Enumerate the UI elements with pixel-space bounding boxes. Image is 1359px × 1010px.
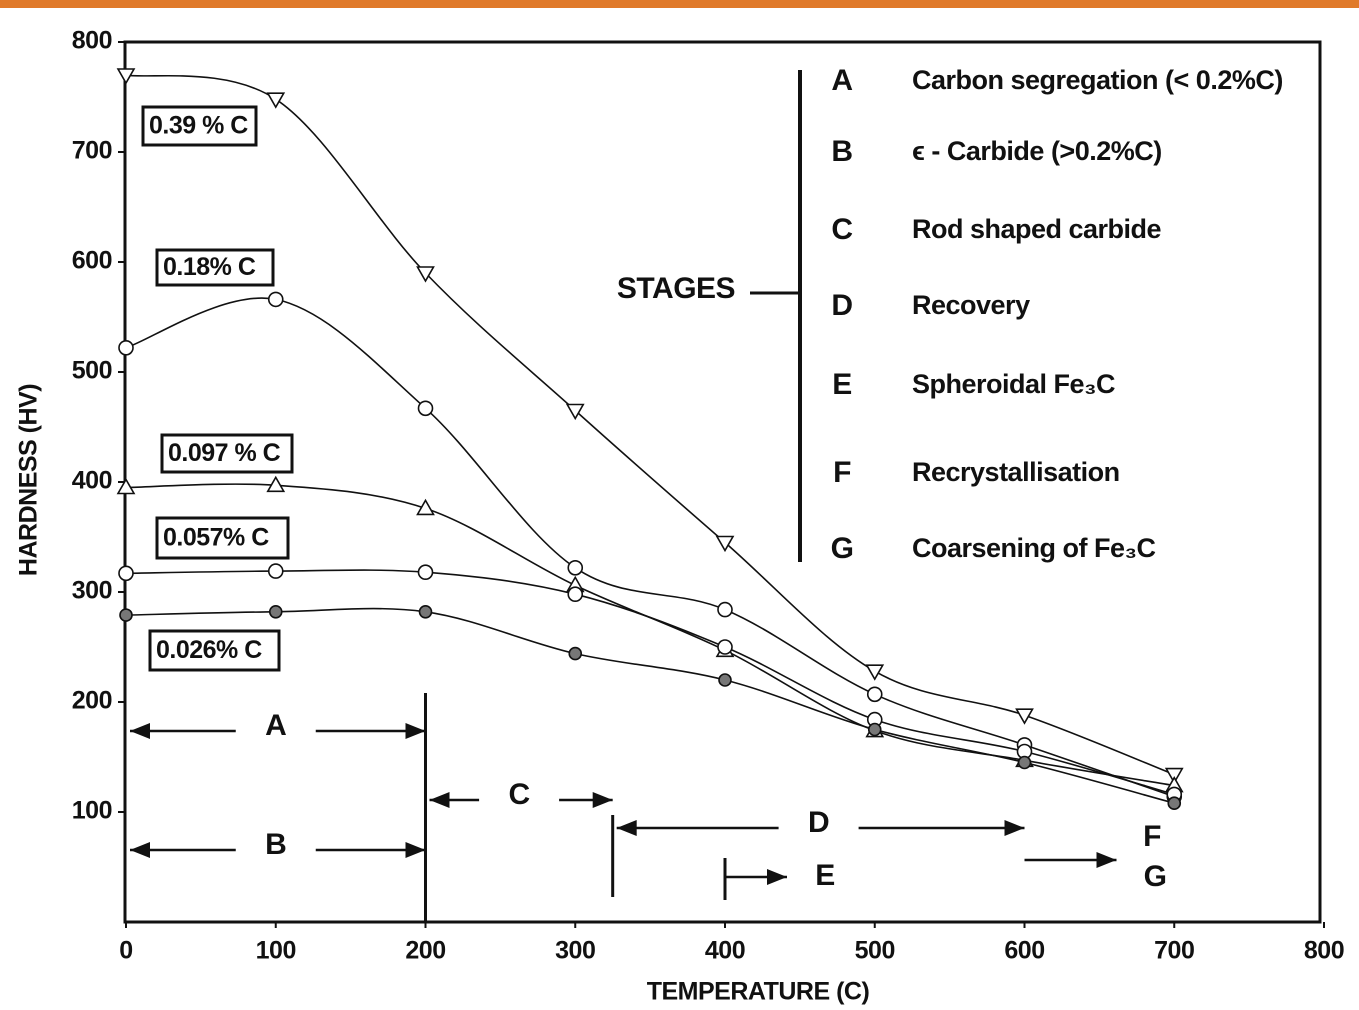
stages-title: STAGES (617, 272, 735, 305)
y-tick-label: 500 (72, 357, 112, 385)
y-tick-label: 300 (72, 577, 112, 605)
top-bar (0, 0, 1359, 8)
y-tick-label: 100 (72, 797, 112, 825)
series-line (125, 607, 1175, 804)
data-point (717, 639, 733, 655)
data-point (418, 604, 433, 619)
stage-description: Carbon segregation (< 0.2%C) (912, 65, 1283, 95)
range-label: A (265, 709, 286, 742)
range-label: C (509, 778, 530, 811)
data-point (717, 601, 733, 618)
range-label: G (1144, 860, 1167, 893)
stage-description: Recrystallisation (912, 457, 1120, 487)
x-tick-label: 0 (119, 937, 132, 965)
stage-description: Rod shaped carbide (912, 214, 1162, 244)
data-point (565, 403, 585, 421)
series-label: 0.39 % C (149, 112, 248, 140)
y-tick-label: 700 (72, 137, 112, 165)
stage-letter: C (831, 213, 852, 246)
data-point (118, 339, 134, 356)
series-label-box (141, 105, 258, 147)
stage-description: Recovery (912, 290, 1030, 320)
data-point (268, 604, 283, 619)
stage-letter: D (831, 289, 852, 322)
range-label: B (265, 828, 286, 861)
stage-letter: B (831, 135, 852, 168)
series-label-box (155, 516, 290, 560)
data-point (867, 722, 882, 737)
series-label-box (160, 433, 294, 474)
x-tick-label: 300 (555, 937, 595, 965)
x-tick-label: 600 (1004, 937, 1044, 965)
data-point (416, 266, 435, 283)
range-label: E (815, 859, 835, 892)
data-point (1015, 708, 1034, 725)
series-label: 0.057% C (163, 524, 269, 552)
series-label-box (148, 629, 281, 672)
stage-description: Spheroidal Fe₃C (912, 369, 1115, 399)
series-label-box (155, 248, 275, 287)
data-point (1017, 755, 1032, 770)
stage-letter: G (831, 532, 854, 565)
series-label: 0.097 % C (168, 439, 281, 467)
data-point (266, 92, 286, 109)
x-tick-label: 100 (256, 937, 296, 965)
data-point (866, 686, 883, 703)
plot-frame (123, 40, 1322, 924)
y-tick-label: 600 (72, 247, 112, 275)
data-point (1167, 796, 1182, 811)
x-tick-label: 800 (1304, 937, 1344, 965)
x-tick-label: 200 (405, 937, 445, 965)
data-point (266, 475, 286, 493)
series-line (125, 74, 1175, 776)
y-tick-label: 200 (72, 687, 112, 715)
x-tick-label: 500 (855, 937, 895, 965)
y-tick-label: 800 (72, 27, 112, 55)
data-point (417, 564, 434, 581)
x-tick-label: 400 (705, 937, 745, 965)
data-point (567, 559, 584, 576)
data-point (119, 608, 133, 622)
data-point (715, 535, 735, 553)
data-point (718, 673, 732, 687)
data-point (267, 291, 284, 308)
data-point (267, 563, 284, 579)
stage-description: ϵ - Carbide (>0.2%C) (912, 136, 1162, 166)
range-label: D (808, 806, 829, 839)
x-axis-label: TEMPERATURE (C) (647, 978, 870, 1006)
y-tick-label: 400 (72, 467, 112, 495)
data-point (417, 400, 434, 417)
data-point (118, 565, 134, 582)
series-label: 0.026% C (156, 636, 262, 664)
stage-description: Coarsening of Fe₃C (912, 533, 1156, 563)
data-point (416, 498, 435, 516)
series-label: 0.18% C (163, 253, 256, 281)
range-label: F (1143, 820, 1161, 853)
stage-letter: F (833, 456, 851, 489)
y-axis-label: HARDNESS (HV) (15, 384, 43, 576)
stage-letter: A (831, 64, 852, 97)
series-line (125, 297, 1175, 798)
stage-letter: E (832, 368, 852, 401)
series-line (125, 569, 1175, 796)
data-point (865, 664, 885, 681)
x-tick-label: 700 (1154, 937, 1194, 965)
data-point (116, 68, 136, 85)
data-point (567, 586, 584, 603)
data-point (568, 646, 583, 661)
data-point (1164, 767, 1184, 785)
data-point (116, 477, 136, 495)
